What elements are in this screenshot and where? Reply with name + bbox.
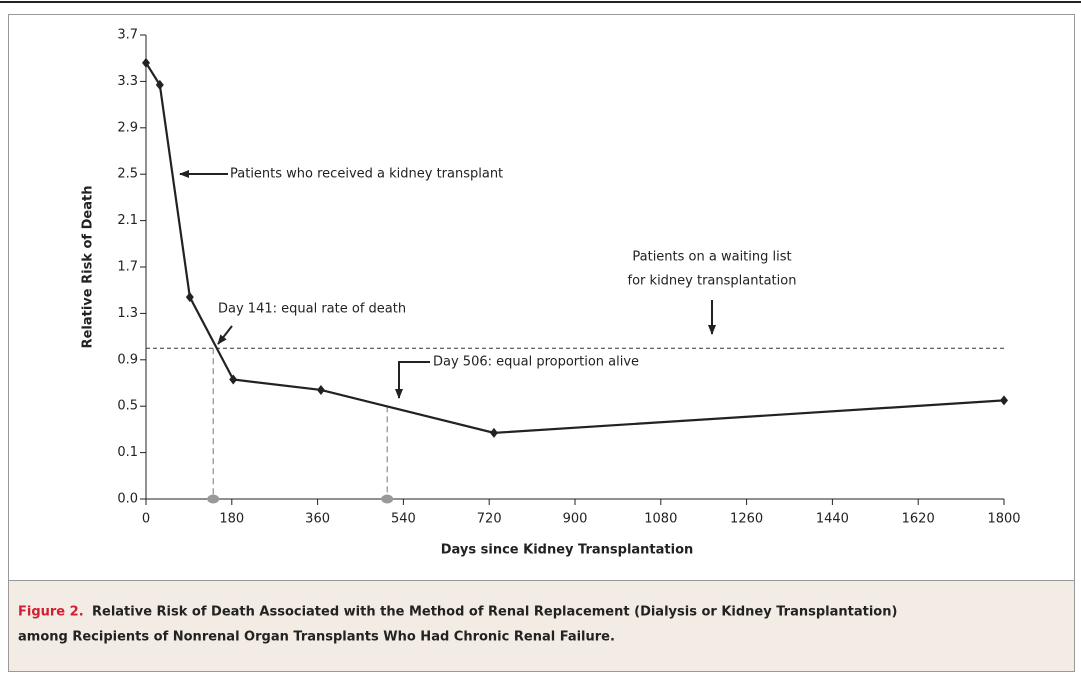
caption-label: Figure 2. [18, 605, 84, 620]
x-tick-label: 180 [219, 512, 244, 527]
x-tick-label: 1620 [902, 512, 935, 527]
y-tick-label: 2.1 [117, 213, 138, 228]
caption-box [8, 580, 1075, 672]
annotation-arrow [217, 325, 233, 345]
x-tick-label: 900 [563, 512, 588, 527]
y-tick-label: 1.7 [117, 260, 138, 275]
y-tick-label: 2.9 [117, 120, 138, 135]
x-axis-label: Days since Kidney Transplantation [441, 543, 694, 558]
y-tick-label: 0.5 [117, 399, 138, 414]
y-tick-label: 0.9 [117, 352, 138, 367]
data-point [229, 374, 238, 385]
annotation: Patients who received a kidney transplan… [230, 167, 503, 182]
reference-point [207, 494, 220, 504]
data-point [316, 384, 325, 395]
data-point [1000, 395, 1008, 406]
x-tick-label: 1440 [816, 512, 849, 527]
y-tick-label: 2.5 [117, 167, 138, 182]
caption-text: among Recipients of Nonrenal Organ Trans… [18, 630, 615, 645]
x-tick-label: 1800 [987, 512, 1020, 527]
annotation: Patients on a waiting list [632, 250, 791, 265]
x-tick-label: 540 [391, 512, 416, 527]
data-point [489, 427, 498, 438]
y-tick-label: 0.0 [117, 492, 138, 507]
data-point [185, 292, 194, 303]
y-tick-label: 0.1 [117, 445, 138, 460]
data-point [155, 79, 164, 90]
y-tick-label: 3.3 [117, 74, 138, 89]
x-tick-label: 720 [477, 512, 502, 527]
y-tick-label: 3.7 [117, 28, 138, 43]
y-tick-label: 1.3 [117, 306, 138, 321]
annotation: Day 506: equal proportion alive [433, 355, 639, 370]
caption-text: Relative Risk of Death Associated with t… [92, 605, 897, 620]
data-point [142, 57, 150, 68]
x-tick-label: 1260 [730, 512, 763, 527]
x-tick-label: 0 [142, 512, 150, 527]
annotation: for kidney transplantation [628, 274, 797, 289]
y-axis-label: Relative Risk of Death [81, 186, 96, 349]
reference-point [381, 494, 394, 504]
x-tick-label: 1080 [644, 512, 677, 527]
x-tick-label: 360 [305, 512, 330, 527]
annotation: Day 141: equal rate of death [218, 302, 406, 317]
figure-frame [8, 14, 1075, 672]
annotation-arrow [395, 361, 430, 399]
